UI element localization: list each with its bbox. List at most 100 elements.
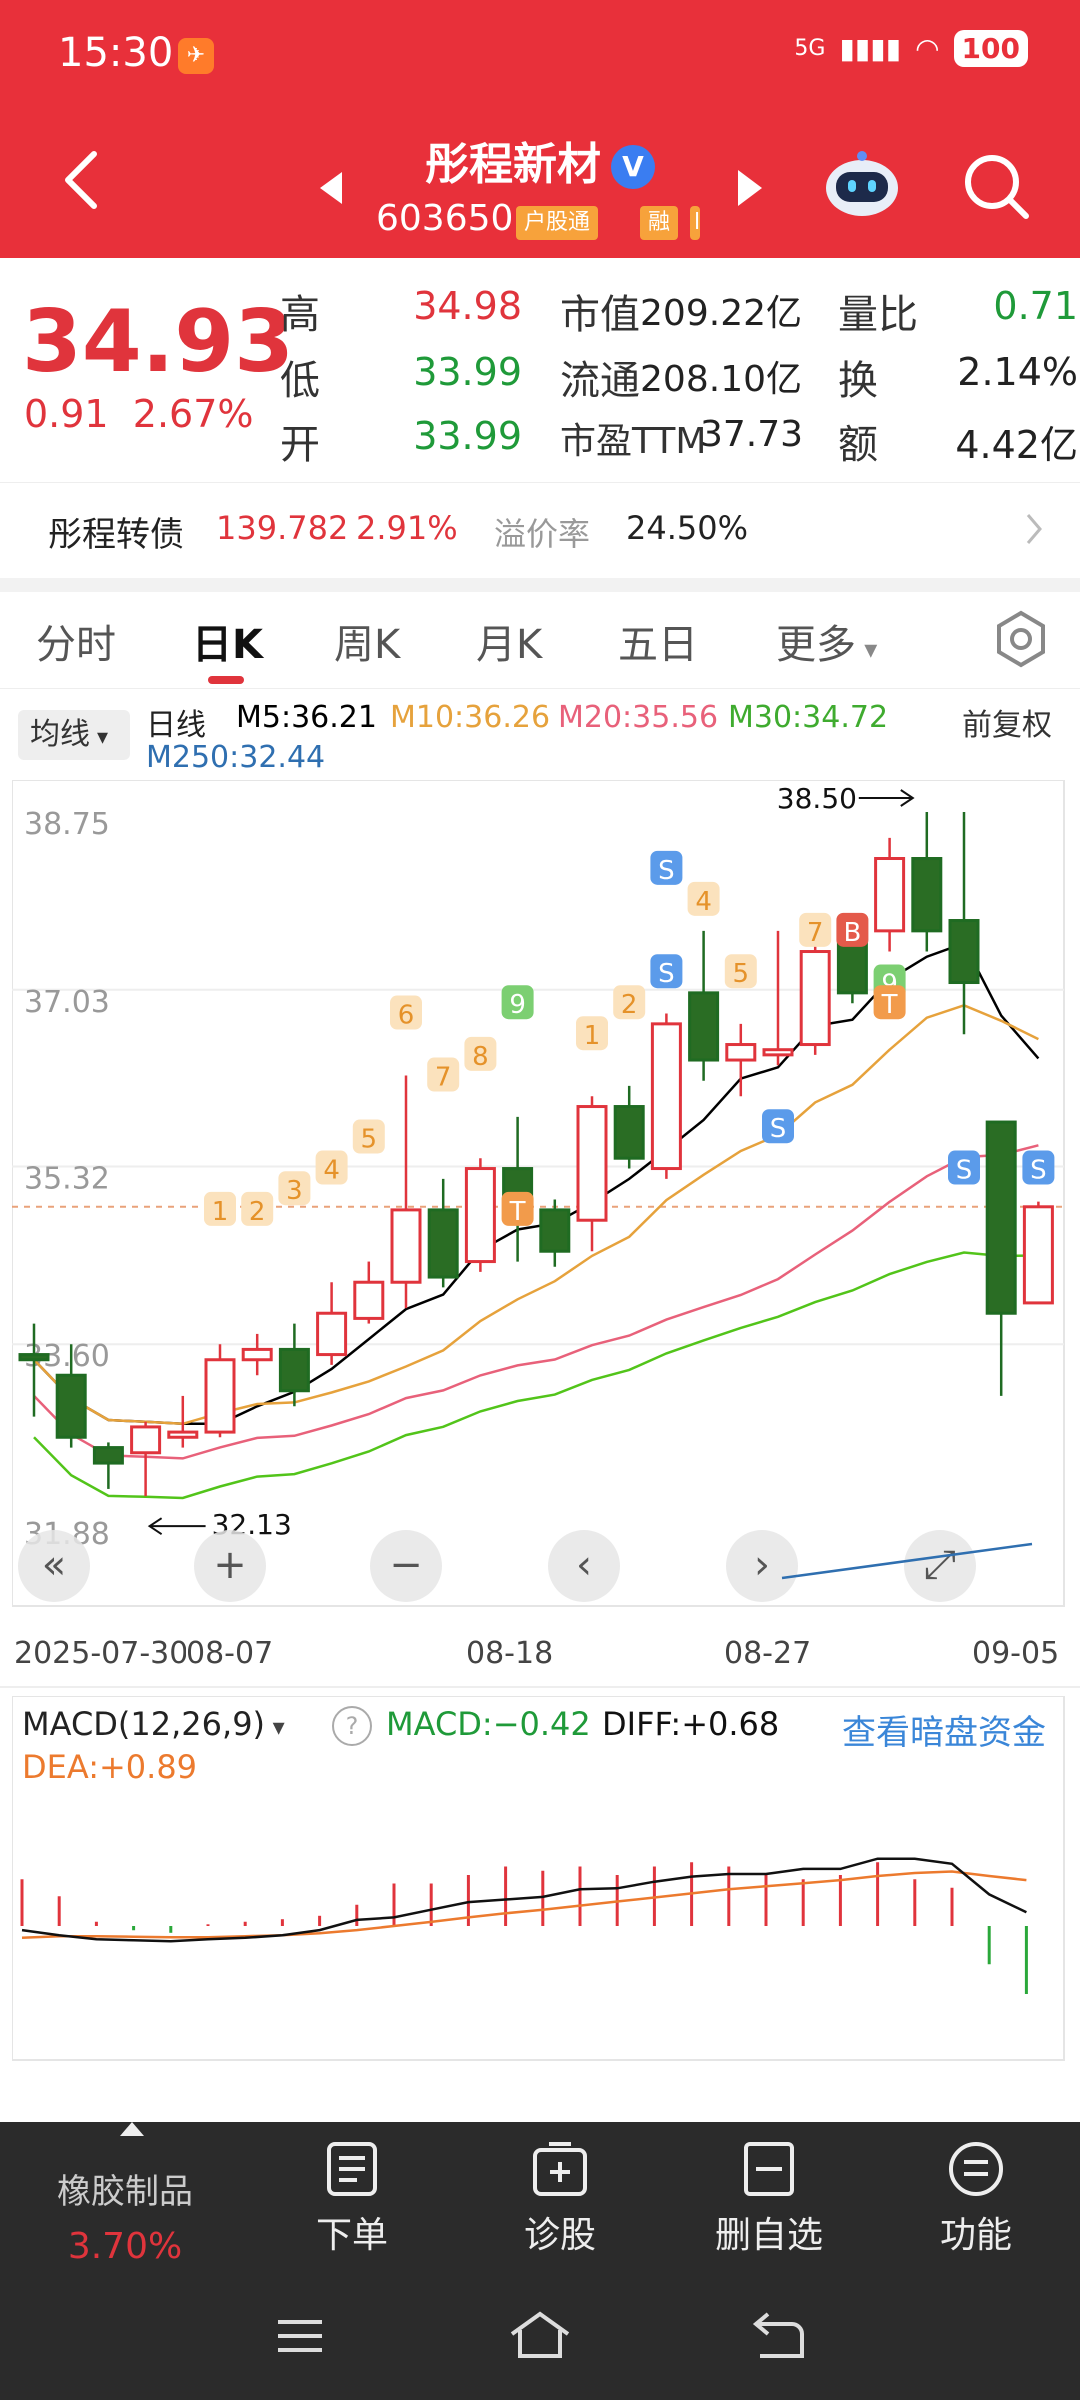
signal-badge (724, 954, 757, 989)
app-notification-icon: ✈ (178, 38, 214, 74)
home-icon[interactable] (508, 2310, 572, 2360)
dark-pool-link[interactable]: 查看暗盘资金 (842, 1713, 1046, 1753)
signal-badge-label: S (956, 1156, 973, 1186)
signal-badge (464, 1036, 497, 1071)
macd-selector[interactable]: MACD(12,26,9) ▾ (22, 1705, 285, 1743)
open-value: 33.99 (413, 414, 522, 458)
robot-assistant-icon[interactable] (822, 150, 902, 220)
search-icon[interactable] (962, 152, 1032, 222)
diff-value: DIFF:+0.68 (602, 1705, 780, 1743)
candle-body (874, 857, 906, 933)
zoom-minus-icon-bg (370, 1530, 442, 1602)
candle (204, 1344, 236, 1438)
candle (613, 1085, 645, 1169)
candle (390, 1075, 422, 1309)
signal-badge (762, 1109, 794, 1144)
float-label: 流通 (560, 358, 640, 404)
candle-body (576, 1105, 608, 1222)
signal-badge-label: 1 (584, 1021, 601, 1051)
x-tick-1: 08-07 (186, 1636, 274, 1671)
network-label: 5G (794, 36, 826, 61)
zoom-out-left-icon: « (18, 1530, 90, 1602)
ma10-line (33, 1003, 1039, 1426)
pe-value: 37.73 (700, 414, 804, 455)
remove-watchlist-button[interactable]: 删自选 (698, 2140, 840, 2258)
sector-name[interactable]: 橡胶制品 (57, 2172, 193, 2212)
next-stock-icon[interactable] (738, 170, 762, 206)
ma-selector-label: 均线 (30, 717, 90, 752)
tab-more-label: 更多 (776, 622, 856, 668)
candle (762, 930, 794, 1066)
functions-button[interactable]: 功能 (906, 2140, 1046, 2258)
premium-value: 24.50% (626, 509, 749, 547)
scroll-right-icon-glyph: › (754, 1542, 770, 1588)
candle (427, 1178, 459, 1288)
candle-body (725, 1043, 757, 1062)
candle-body (241, 1347, 273, 1362)
ma30-line (33, 1251, 1039, 1500)
tab-weekly-k[interactable]: 周K (334, 622, 401, 668)
x-tick-0: 2025-07-30 (14, 1636, 189, 1671)
tab-monthly-k[interactable]: 月K (476, 622, 543, 668)
sector-expand-icon[interactable] (120, 2122, 144, 2136)
diff-line (21, 1857, 1027, 1943)
candle (539, 1199, 571, 1267)
candle (278, 1323, 310, 1407)
ma20-label: M20:35.56 (558, 700, 719, 735)
zoom-minus-icon-glyph: − (389, 1542, 423, 1588)
convertible-bond-row[interactable]: 彤程转债 139.782 2.91% 溢价率 24.50% (0, 482, 1080, 579)
candle (464, 1158, 496, 1272)
tab-five-day[interactable]: 五日 (618, 622, 698, 668)
signal-badge-label: 5 (361, 1125, 378, 1155)
signal-badge (352, 1119, 385, 1154)
chart-settings-icon[interactable] (992, 610, 1050, 668)
amount-label: 额 (838, 422, 878, 468)
diagnose-label: 诊股 (523, 2215, 596, 2256)
signal-badge (799, 912, 832, 947)
tag-more[interactable]: l (690, 206, 700, 240)
signal-badge-label: B (843, 918, 861, 948)
help-icon[interactable]: ? (332, 1706, 372, 1746)
scroll-right-icon-bg (726, 1530, 798, 1602)
candle (130, 1421, 162, 1497)
period-label: 日线 (146, 708, 206, 743)
zoom-in-icon-glyph: + (213, 1542, 247, 1588)
ma-selector[interactable]: 均线 ▾ (18, 710, 130, 760)
tab-intraday[interactable]: 分时 (36, 622, 116, 668)
tag-hgt[interactable]: 户股通 (516, 206, 599, 240)
stock-code: 603650 (376, 198, 514, 239)
signal-badge-label: T (509, 1197, 526, 1227)
zoom-in-icon: + (194, 1530, 266, 1602)
back-nav-icon[interactable] (752, 2310, 806, 2360)
tag-margin[interactable]: 融 (640, 206, 679, 240)
adjust-mode[interactable]: 前复权 (962, 708, 1052, 743)
current-price: 34.93 (22, 292, 295, 392)
candle (725, 1023, 757, 1097)
high-value: 34.98 (413, 284, 522, 328)
back-icon[interactable] (60, 150, 100, 210)
scroll-left-icon-glyph: ‹ (576, 1542, 592, 1588)
diagnose-button[interactable]: 诊股 (490, 2140, 630, 2258)
x-tick-2: 08-18 (466, 1636, 554, 1671)
premium-label: 溢价率 (494, 515, 591, 553)
ma5-label: M5:36.21 (236, 700, 377, 735)
cb-name: 彤程转债 (48, 515, 184, 555)
turnover-label: 换 (838, 358, 878, 404)
tab-more[interactable]: 更多 ▾ (776, 612, 877, 670)
signal-badge (613, 985, 646, 1020)
candle-body (427, 1208, 459, 1279)
order-button[interactable]: 下单 (282, 2140, 422, 2258)
signal-badge-label: 8 (472, 1042, 489, 1072)
dropdown-icon: ▾ (90, 725, 109, 750)
prev-stock-icon[interactable] (320, 172, 342, 204)
signal-badge-label: S (658, 856, 675, 886)
tab-daily-k[interactable]: 日K (192, 622, 263, 668)
recent-apps-icon[interactable] (276, 2316, 324, 2356)
signal-badge (427, 1057, 460, 1092)
signal-badge (650, 850, 683, 885)
status-indicators: 5G ▮▮▮▮ ◠ 100 (794, 30, 1028, 67)
zoom-out-left-icon-bg (18, 1530, 90, 1602)
high-marker-arrowhead (900, 789, 915, 807)
signal-badge-label: T (881, 990, 898, 1020)
